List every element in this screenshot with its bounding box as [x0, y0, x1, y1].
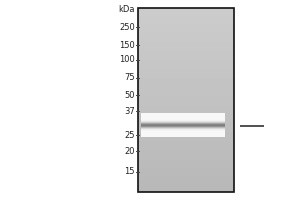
- Text: 37: 37: [124, 106, 135, 116]
- Text: kDa: kDa: [118, 5, 135, 15]
- Bar: [138, 8, 234, 192]
- Text: 25: 25: [124, 130, 135, 140]
- Text: 20: 20: [124, 146, 135, 156]
- Text: 50: 50: [124, 90, 135, 99]
- Text: 150: 150: [119, 40, 135, 49]
- Text: 15: 15: [124, 168, 135, 176]
- Text: 100: 100: [119, 55, 135, 64]
- Text: 75: 75: [124, 73, 135, 82]
- Text: 250: 250: [119, 22, 135, 31]
